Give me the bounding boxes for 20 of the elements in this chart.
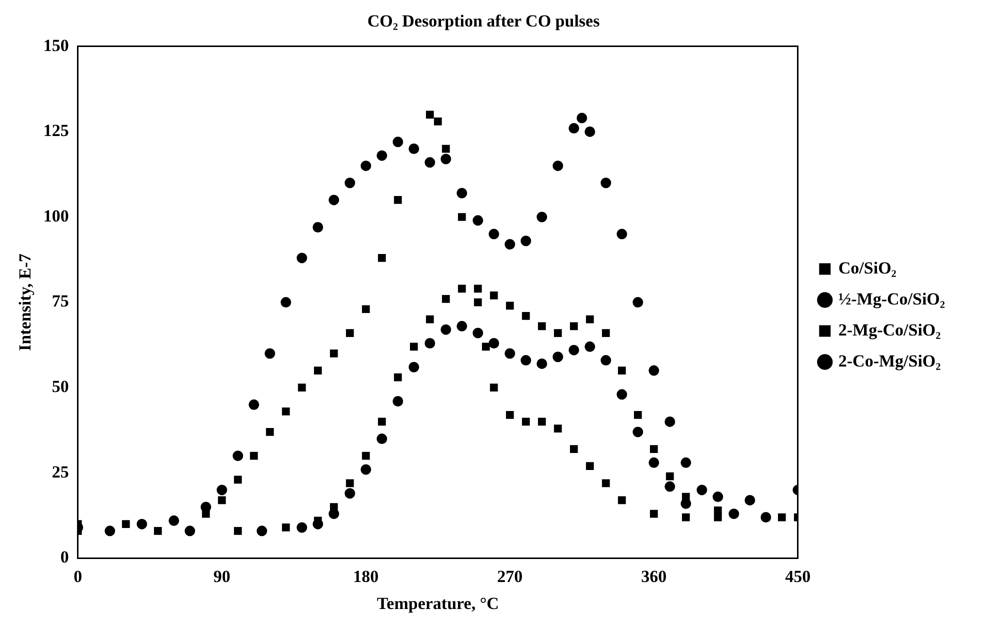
x-tick-label: 90	[213, 566, 230, 586]
y-tick-label: 25	[52, 462, 69, 482]
y-axis-title: Intensity, E-7	[16, 253, 35, 351]
y-tick-label: 150	[43, 36, 69, 55]
x-tick-label: 450	[785, 566, 811, 586]
legend-label: 2-Mg-Co/SiO₂	[838, 320, 941, 340]
x-tick-label: 360	[641, 566, 667, 586]
y-tick-label: 0	[60, 548, 69, 567]
y-tick-label: 125	[43, 121, 69, 140]
chart-title: CO₂ Desorption after CO pulses	[367, 12, 600, 31]
legend-label: Co/SiO₂	[838, 258, 896, 278]
y-tick-label: 75	[52, 292, 69, 311]
legend-label: ½-Mg-Co/SiO₂	[838, 289, 946, 308]
legend-label: 2-Co-Mg/SiO₂	[838, 351, 941, 370]
y-tick-label: 50	[52, 376, 69, 396]
x-axis-title: Temperature, °C	[376, 594, 499, 614]
y-tick-label: 100	[43, 206, 69, 226]
x-tick-label: 0	[74, 566, 82, 586]
x-tick-label: 180	[353, 566, 379, 586]
x-tick-label: 270	[497, 566, 523, 586]
